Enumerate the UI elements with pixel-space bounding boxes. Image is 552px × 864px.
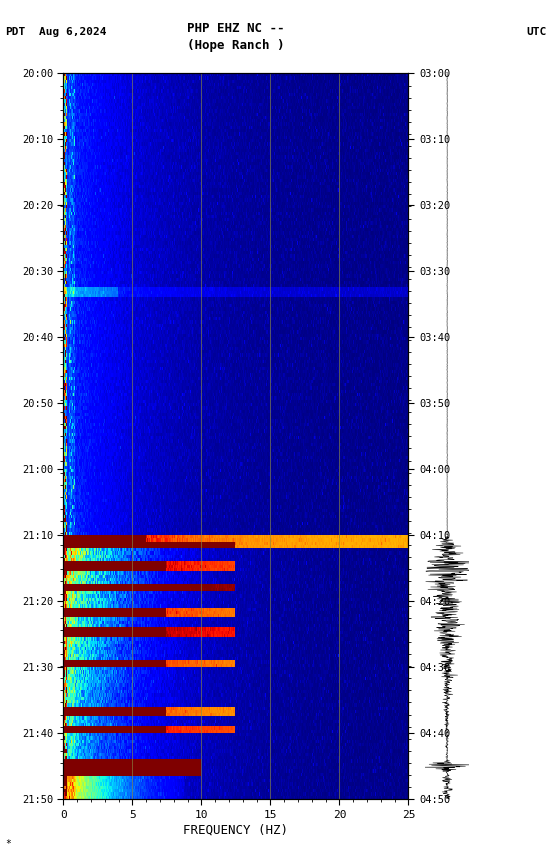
Text: PDT: PDT <box>6 27 26 37</box>
Text: (Hope Ranch ): (Hope Ranch ) <box>187 39 285 52</box>
Text: UTC: UTC <box>526 27 546 37</box>
Text: *: * <box>6 839 12 848</box>
X-axis label: FREQUENCY (HZ): FREQUENCY (HZ) <box>183 823 289 836</box>
Text: Aug 6,2024: Aug 6,2024 <box>39 27 106 37</box>
Text: PHP EHZ NC --: PHP EHZ NC -- <box>187 22 285 35</box>
